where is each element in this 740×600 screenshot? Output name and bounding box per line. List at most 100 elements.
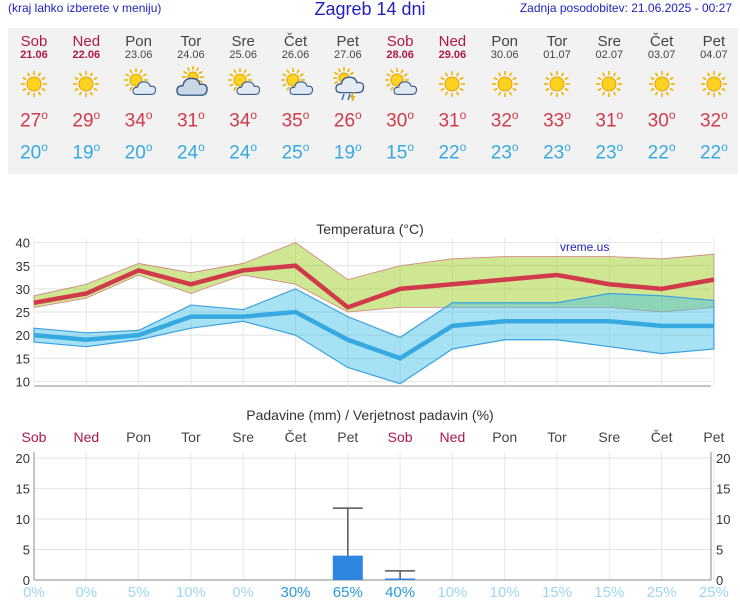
min-temp: 22o [438,140,467,164]
probability-label: 0% [232,584,254,600]
y-tick-label: 30 [16,282,30,297]
day-name: Tor [546,33,568,50]
chart-title: Padavine (mm) / Verjetnost padavin (%) [246,407,493,423]
precip-bar [332,555,363,580]
y-tick-label-right: 15 [716,482,730,497]
max-temp-value: 31 [438,110,460,132]
y-tick-label-right: 10 [716,512,730,527]
x-tick-label: Sre [232,429,254,445]
day-column[interactable]: Čet 03.07 30o 22o [636,34,688,165]
max-temp: 27o [20,108,48,132]
y-tick-label-left: 15 [16,482,30,497]
y-tick-label-left: 5 [23,543,30,558]
day-column[interactable]: Pet 27.06 26o 19o [322,34,374,165]
min-temp-value: 22 [647,142,669,164]
day-column[interactable]: Pon 30.06 32o 23o [479,34,531,165]
day-column[interactable]: Ned 29.06 31o 22o [426,34,478,165]
probability-label: 5% [128,584,150,600]
probability-label: 10% [490,584,520,600]
day-column[interactable]: Tor 24.06 31o 24o [165,34,217,165]
max-temp-value: 32 [490,110,512,132]
min-temp-value: 24 [176,142,199,164]
max-temp: 35o [281,108,310,132]
y-tick-label-left: 0 [23,573,30,588]
last-update: Zadnja posodobitev: 21.06.2025 - 00:27 [519,1,732,15]
min-temp: 19o [72,140,101,164]
min-temp: 15o [386,140,414,164]
day-date: 02.07 [595,49,624,61]
precip-bar [385,578,416,580]
min-temp-value: 22 [699,142,722,164]
min-temp: 23o [490,140,519,164]
max-temp-value: 31 [595,110,617,132]
max-temp: 34o [229,108,258,132]
min-temp-value: 20 [124,142,146,164]
day-column[interactable]: Pet 04.07 32o 22o [688,34,740,165]
x-tick-label: Pon [492,429,517,445]
min-temp-value: 23 [543,142,565,164]
min-temp: 19o [333,140,362,164]
day-name: Čet [649,33,674,50]
day-date: 30.06 [490,49,519,61]
precipitation-chart: Padavine (mm) / Verjetnost padavin (%) So… [16,407,731,600]
chart-title: Temperatura (°C) [316,221,424,237]
day-column[interactable]: Sob 28.06 30o 15o [374,34,426,165]
sun-cloud-icon [217,66,269,102]
day-column[interactable]: Pon 23.06 34o 20o [113,34,165,165]
day-name: Pon [125,33,152,50]
max-temp-value: 27 [20,110,42,132]
x-tick-label: Ned [73,429,99,445]
y-tick-label-right: 0 [716,573,723,588]
max-temp: 29o [72,108,101,132]
x-tick-label: Sob [22,429,47,445]
y-tick-label: 25 [16,305,30,320]
min-temp-value: 24 [229,142,251,164]
y-tick-label: 40 [16,236,30,251]
max-temp: 31o [438,108,467,132]
day-column[interactable]: Sre 02.07 31o 23o [583,34,635,165]
day-column[interactable]: Ned 22.06 29o 19o [60,34,112,165]
min-temp-band [33,288,715,385]
day-column[interactable]: Sob 21.06 27o 20o [8,34,60,165]
x-tick-label: Tor [181,429,201,445]
day-date: 21.06 [20,49,48,61]
x-tick-label: Pon [126,429,151,445]
max-temp: 30o [386,108,414,132]
max-temp-value: 29 [72,110,94,132]
day-date: 28.06 [386,49,414,61]
x-tick-label: Tor [547,429,567,445]
max-temp-value: 33 [543,110,565,132]
y-tick-label: 35 [16,259,30,274]
day-column[interactable]: Čet 26.06 35o 25o [270,34,322,165]
min-temp-value: 23 [490,142,512,164]
day-date: 25.06 [229,49,257,61]
max-temp: 31o [595,108,624,132]
min-temp: 25o [281,140,310,164]
min-temp-value: 20 [20,142,42,164]
day-name: Sre [231,33,255,50]
max-temp-value: 31 [176,110,199,132]
region-hint[interactable]: (kraj lahko izberete v meniju) [8,1,162,15]
max-temp: 30o [647,108,676,132]
day-column[interactable]: Tor 01.07 33o 23o [531,34,583,165]
y-tick-label-left: 20 [16,451,30,466]
min-temp-value: 22 [438,142,460,164]
day-name: Sob [386,33,414,50]
max-temp-value: 30 [386,110,408,132]
day-date: 24.06 [177,49,205,61]
day-column[interactable]: Sre 25.06 34o 24o [217,34,269,165]
min-temp-value: 19 [72,142,94,164]
x-tick-label: Čet [651,429,673,445]
probability-label: 25% [647,584,677,600]
temperature-chart: Temperatura (°C) 10 15 20 25 30 35 40 vreme.us [16,221,715,389]
probability-label: 65% [333,584,363,600]
min-temp-value: 23 [595,142,617,164]
min-temp-value: 15 [386,142,408,164]
y-tick-label-right: 20 [716,451,730,466]
day-date: 29.06 [438,49,467,61]
max-temp: 34o [124,108,153,132]
probability-label: 30% [280,584,310,600]
sun-cloud-icon [374,66,426,102]
x-tick-label: Ned [440,429,466,445]
day-name: Čet [283,33,308,50]
